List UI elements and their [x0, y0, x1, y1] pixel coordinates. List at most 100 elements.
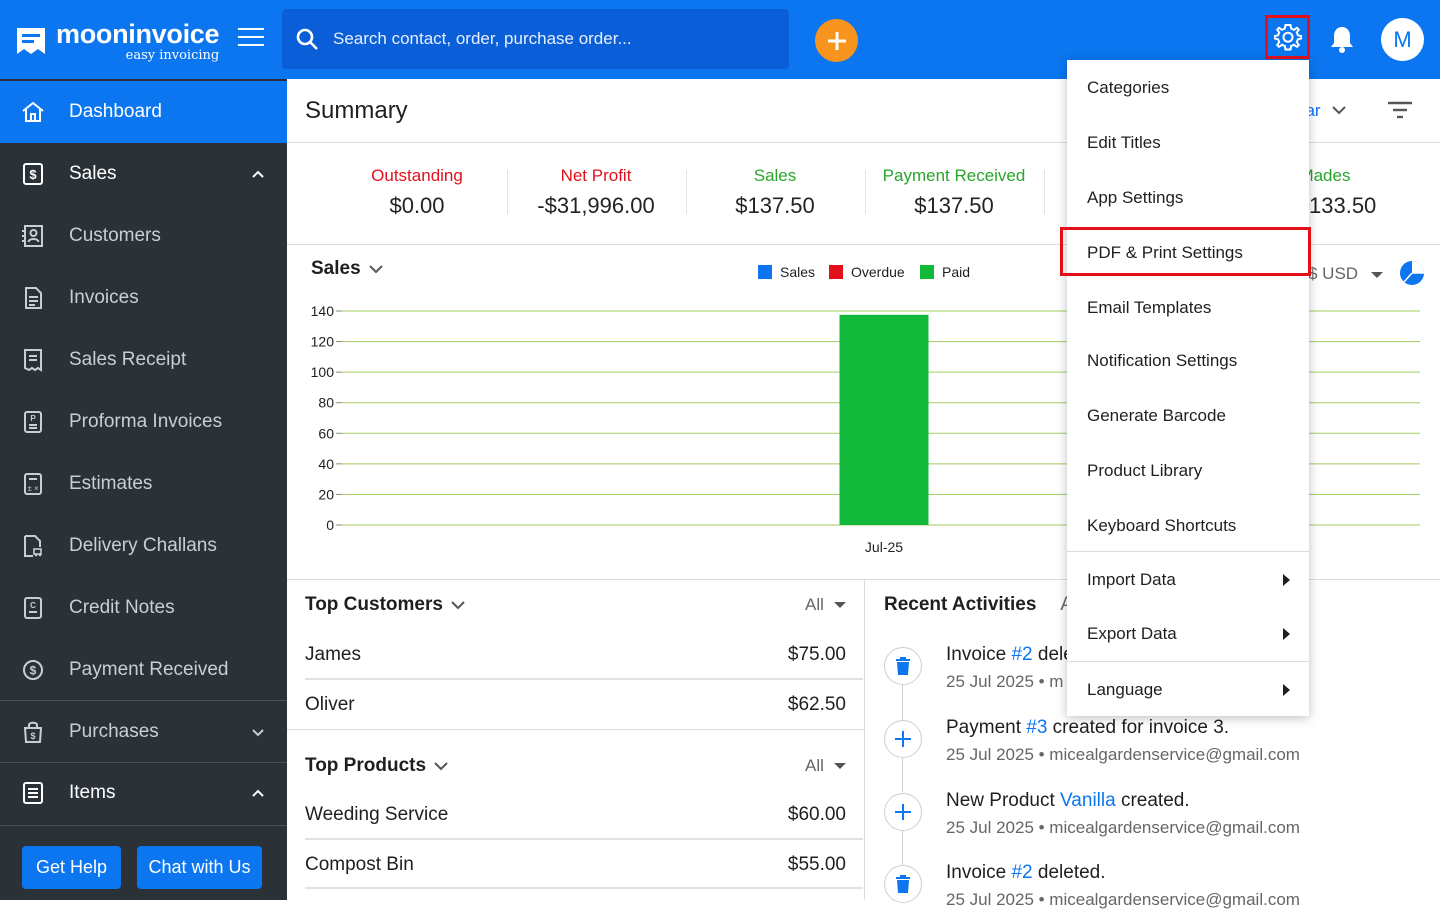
activity-link[interactable]: #2: [1011, 644, 1033, 665]
table-row[interactable]: James $75.00: [305, 644, 846, 666]
dollar-doc-icon: $: [23, 163, 43, 185]
activity-prefix: Invoice: [946, 644, 1012, 665]
contacts-icon: [22, 225, 43, 247]
chevron-up-icon: [252, 789, 264, 797]
menu-item-app-settings[interactable]: App Settings: [1087, 187, 1184, 207]
stat-label: Net Profit: [560, 166, 632, 185]
table-row[interactable]: Weeding Service $60.00: [305, 804, 846, 826]
sidebar-item-payment-received[interactable]: $ Payment Received: [0, 639, 287, 701]
menu-item-export-data[interactable]: Export Data: [1067, 606, 1309, 661]
menu-item-edit-titles[interactable]: Edit Titles: [1087, 132, 1161, 152]
chevron-down-icon: [368, 265, 383, 274]
sidebar-item-delivery-challans[interactable]: Delivery Challans: [0, 515, 287, 577]
y-tick-label: 140: [311, 303, 335, 319]
sidebar-item-label: Credit Notes: [69, 597, 175, 618]
stat-sales[interactable]: Sales $137.50: [685, 166, 865, 219]
trash-icon: [896, 875, 910, 893]
legend-label: Sales: [780, 264, 816, 280]
customer-name: James: [305, 644, 361, 665]
activity-link[interactable]: #3: [1026, 717, 1048, 738]
sidebar-item-credit-notes[interactable]: C Credit Notes: [0, 577, 287, 639]
timeline-line: [902, 831, 903, 865]
chat-with-us-button[interactable]: Chat with Us: [137, 846, 262, 889]
activity-link[interactable]: Vanilla: [1060, 790, 1116, 811]
y-tick-label: 100: [311, 364, 335, 380]
svg-text:$: $: [30, 731, 35, 741]
divider: [287, 244, 1440, 245]
currency-selector[interactable]: $ USD: [1308, 264, 1383, 284]
sidebar-group-label: Purchases: [69, 720, 159, 742]
logo-name: mooninvoice: [56, 18, 220, 49]
activity-prefix: New Product: [946, 790, 1061, 811]
sales-chart-title[interactable]: Sales: [311, 258, 384, 280]
sidebar-group-items[interactable]: Items: [0, 763, 287, 823]
sidebar-item-sales-receipt[interactable]: Sales Receipt: [0, 329, 287, 391]
search-bar[interactable]: [282, 9, 789, 69]
svg-text:$: $: [29, 167, 37, 182]
activity-prefix: Invoice: [946, 862, 1012, 883]
stat-payment-received[interactable]: Payment Received $137.50: [864, 166, 1044, 219]
activity-link[interactable]: #2: [1011, 862, 1033, 883]
currency-label: $ USD: [1308, 264, 1359, 283]
settings-menu: Categories Edit Titles App Settings PDF …: [1067, 60, 1309, 716]
customer-amount: $75.00: [787, 644, 846, 665]
sidebar-item-customers[interactable]: Customers: [0, 205, 287, 267]
sidebar-item-proforma-invoices[interactable]: P Proforma Invoices: [0, 391, 287, 453]
menu-item-keyboard-shortcuts[interactable]: Keyboard Shortcuts: [1087, 515, 1237, 535]
menu-item-notification-settings[interactable]: Notification Settings: [1087, 350, 1238, 370]
settings-button[interactable]: [1265, 15, 1310, 59]
timeline-line: [902, 758, 903, 792]
quick-add-button[interactable]: [815, 19, 858, 62]
activity-suffix: created for invoice 3.: [1047, 717, 1230, 738]
sidebar-item-label: Estimates: [69, 473, 153, 494]
menu-item-language[interactable]: Language: [1067, 662, 1309, 717]
stat-net-profit[interactable]: Net Profit -$31,996.00: [506, 166, 686, 219]
sidebar-item-label: Delivery Challans: [69, 535, 217, 556]
menu-item-product-library[interactable]: Product Library: [1087, 460, 1203, 480]
menu-item-generate-barcode[interactable]: Generate Barcode: [1087, 405, 1226, 425]
sidebar-divider: [0, 700, 287, 701]
sidebar-item-label: Invoices: [69, 287, 139, 308]
submenu-arrow-icon: [1283, 627, 1290, 640]
top-customers-filter[interactable]: All: [805, 595, 846, 615]
menu-toggle-icon[interactable]: [238, 28, 264, 48]
credit-note-icon: C: [24, 597, 42, 619]
activity-suffix: deleted.: [1032, 862, 1106, 883]
filter-icon[interactable]: [1387, 101, 1413, 121]
activity-meta: 25 Jul 2025 • micealgardenservice@gmail.…: [946, 745, 1300, 764]
pie-chart-icon[interactable]: [1399, 260, 1425, 286]
divider: [287, 142, 1440, 143]
sidebar: [0, 79, 287, 900]
get-help-button[interactable]: Get Help: [22, 846, 121, 889]
notifications-button[interactable]: [1328, 24, 1356, 54]
stat-outstanding[interactable]: Outstanding $0.00: [327, 166, 507, 219]
user-avatar[interactable]: M: [1381, 18, 1424, 61]
sidebar-item-estimates[interactable]: ± × Estimates: [0, 453, 287, 515]
table-row[interactable]: Oliver $62.50: [305, 694, 846, 716]
menu-item-import-data[interactable]: Import Data: [1067, 552, 1309, 607]
sidebar-group-sales[interactable]: $ Sales: [0, 143, 287, 205]
plus-icon: [827, 31, 846, 50]
delivery-doc-icon: [24, 535, 42, 557]
top-products-filter[interactable]: All: [805, 756, 846, 776]
recent-activities-title: Recent Activities A: [884, 594, 1073, 616]
top-customers-title[interactable]: Top Customers: [305, 594, 466, 616]
activity-meta: 25 Jul 2025 • m: [946, 672, 1064, 691]
sidebar-item-invoices[interactable]: Invoices: [0, 267, 287, 329]
highlight-box: [1060, 227, 1311, 276]
sidebar-group-purchases[interactable]: $ Purchases: [0, 701, 287, 762]
activity-meta: 25 Jul 2025 • micealgardenservice@gmail.…: [946, 818, 1300, 837]
activity-text: Payment #3 created for invoice 3.: [946, 717, 1229, 739]
activity-text: Invoice #2 dele: [946, 644, 1074, 666]
svg-text:$: $: [30, 664, 37, 678]
menu-item-email-templates[interactable]: Email Templates: [1087, 297, 1212, 317]
sidebar-item-label: Payment Received: [69, 659, 229, 680]
table-row[interactable]: Compost Bin $55.00: [305, 854, 846, 876]
sidebar-item-dashboard[interactable]: Dashboard: [0, 81, 287, 143]
bar-paid: [839, 314, 929, 525]
search-input[interactable]: [333, 29, 773, 49]
app-logo[interactable]: mooninvoice easy invoicing: [14, 18, 224, 64]
top-products-title[interactable]: Top Products: [305, 755, 449, 777]
menu-item-pdf-print-settings[interactable]: PDF & Print Settings: [1087, 242, 1243, 262]
menu-item-categories[interactable]: Categories: [1087, 77, 1170, 97]
